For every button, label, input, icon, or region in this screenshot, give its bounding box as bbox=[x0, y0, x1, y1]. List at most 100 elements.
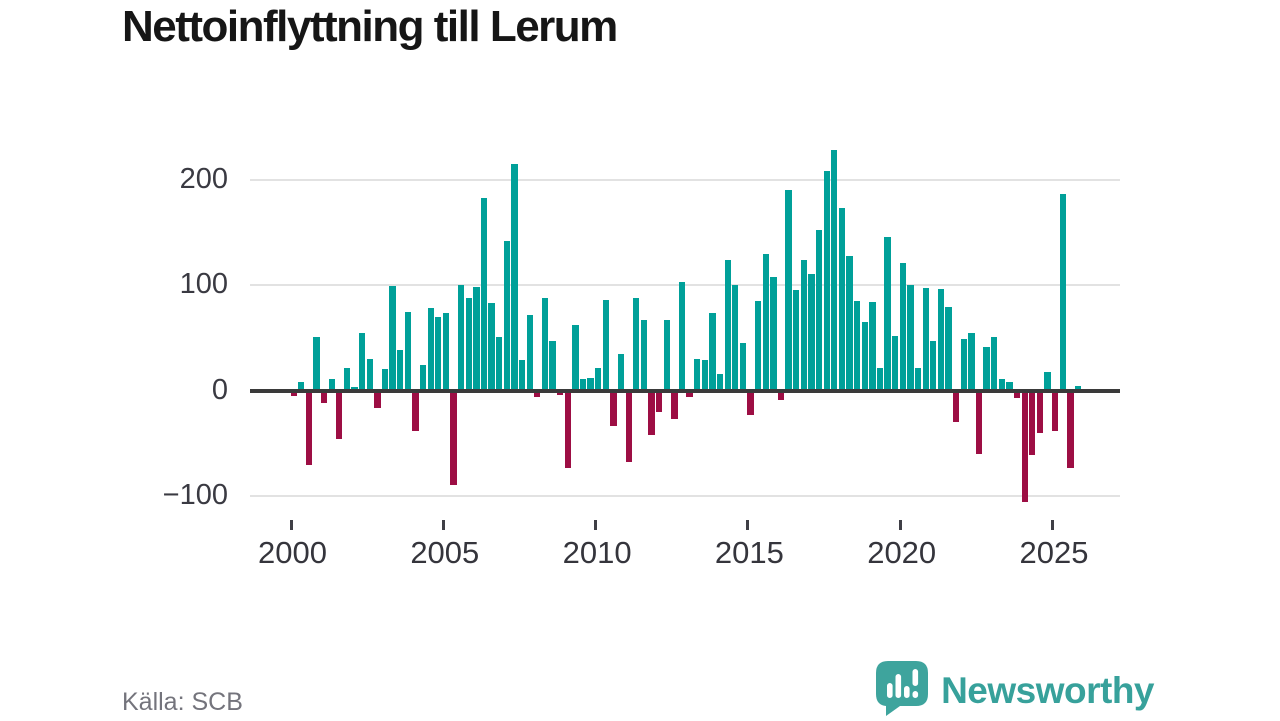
x-axis-label-2010: 2010 bbox=[562, 535, 632, 570]
bar-2000-Q1 bbox=[290, 390, 297, 396]
bar-2025-Q2 bbox=[1059, 193, 1066, 391]
bar-2023-Q4 bbox=[1013, 390, 1021, 398]
bar-2004-Q3 bbox=[427, 308, 434, 391]
gridline-200 bbox=[250, 178, 1120, 181]
bar-2006-Q3 bbox=[488, 303, 495, 391]
x-axis-label-2025: 2025 bbox=[1019, 535, 1089, 570]
x-axis-label-2015: 2015 bbox=[714, 535, 784, 570]
bar-2007-Q3 bbox=[518, 359, 526, 391]
bar-2001-Q4 bbox=[343, 368, 351, 391]
bar-2008-Q4 bbox=[557, 390, 564, 395]
bar-2010-Q2 bbox=[602, 299, 609, 391]
bar-2010-Q3 bbox=[610, 390, 617, 427]
bar-2012-Q1 bbox=[656, 390, 663, 412]
bar-2000-Q3 bbox=[305, 390, 313, 466]
bar-2002-Q4 bbox=[374, 390, 381, 409]
bar-2009-Q1 bbox=[564, 390, 571, 469]
bar-2019-Q3 bbox=[884, 236, 891, 391]
y-axis-label: −100 bbox=[162, 478, 228, 511]
x-axis-tick-2010 bbox=[594, 520, 598, 530]
source-note: Källa: SCB bbox=[122, 688, 243, 716]
bar-2007-Q4 bbox=[526, 314, 533, 391]
bar-2009-Q3 bbox=[579, 378, 587, 391]
bar-2022-Q1 bbox=[960, 338, 967, 391]
bar-2012-Q2 bbox=[663, 319, 670, 391]
bar-2010-Q1 bbox=[595, 368, 602, 391]
bar-2015-Q3 bbox=[762, 253, 769, 391]
bar-2022-Q2 bbox=[968, 332, 975, 391]
bar-2023-Q2 bbox=[998, 378, 1005, 391]
bar-2005-Q3 bbox=[458, 285, 465, 391]
bar-2007-Q2 bbox=[511, 164, 518, 391]
bar-2018-Q2 bbox=[846, 255, 853, 391]
bar-2013-Q1 bbox=[686, 390, 693, 397]
y-axis-label: 0 bbox=[211, 373, 228, 406]
bar-2024-Q1 bbox=[1021, 390, 1028, 503]
bar-2013-Q2 bbox=[694, 358, 701, 391]
bar-2021-Q3 bbox=[945, 307, 952, 391]
bar-2025-Q3 bbox=[1067, 390, 1074, 469]
bar-2003-Q2 bbox=[389, 286, 396, 391]
bar-2013-Q3 bbox=[701, 359, 708, 391]
x-axis-tick-2000 bbox=[289, 520, 293, 530]
bar-2003-Q3 bbox=[397, 350, 404, 391]
bar-chart-speech-bubble-icon bbox=[875, 660, 929, 721]
bar-2010-Q4 bbox=[617, 353, 625, 391]
bar-2021-Q4 bbox=[953, 390, 960, 423]
bar-2022-Q3 bbox=[975, 390, 983, 454]
newsworthy-logo: Newsworthy bbox=[875, 660, 1154, 721]
bar-2016-Q4 bbox=[800, 259, 807, 391]
bar-2021-Q2 bbox=[937, 289, 945, 391]
y-axis-label: 100 bbox=[179, 268, 228, 301]
bar-2012-Q3 bbox=[671, 390, 678, 419]
x-axis-label-2020: 2020 bbox=[867, 535, 937, 570]
x-axis-tick-2005 bbox=[441, 520, 445, 530]
x-axis-tick-2025 bbox=[1051, 520, 1054, 530]
bar-2011-Q4 bbox=[648, 390, 655, 435]
bar-2005-Q2 bbox=[450, 390, 457, 486]
newsworthy-wordmark: Newsworthy bbox=[941, 669, 1154, 711]
bar-2006-Q1 bbox=[473, 287, 480, 391]
bar-2011-Q1 bbox=[625, 390, 632, 463]
zero-axis-line bbox=[250, 388, 1120, 393]
bar-2001-Q1 bbox=[320, 390, 328, 404]
bar-2006-Q4 bbox=[496, 336, 503, 391]
bar-2002-Q3 bbox=[366, 358, 373, 391]
x-axis-tick-2015 bbox=[746, 520, 750, 530]
bar-2020-Q2 bbox=[907, 285, 914, 391]
bar-2019-Q1 bbox=[869, 302, 876, 391]
bar-2003-Q4 bbox=[404, 311, 412, 391]
bar-2015-Q2 bbox=[755, 300, 762, 391]
bar-2005-Q1 bbox=[442, 312, 450, 391]
bar-2004-Q4 bbox=[435, 316, 442, 391]
bar-2004-Q1 bbox=[412, 390, 419, 431]
chart-title: Nettoinflyttning till Lerum bbox=[122, 2, 618, 51]
bar-2012-Q4 bbox=[678, 282, 686, 391]
bar-2019-Q4 bbox=[892, 335, 899, 391]
bar-2018-Q3 bbox=[854, 300, 861, 391]
bar-2007-Q1 bbox=[503, 240, 511, 391]
x-axis-label-2000: 2000 bbox=[258, 535, 327, 570]
gridline--100 bbox=[250, 494, 1120, 497]
bar-2008-Q1 bbox=[534, 390, 541, 397]
bar-2011-Q3 bbox=[640, 319, 648, 391]
bar-2023-Q3 bbox=[1006, 382, 1013, 391]
x-axis-tick-2020 bbox=[898, 520, 902, 530]
bar-2018-Q1 bbox=[838, 208, 846, 391]
bar-2015-Q1 bbox=[747, 390, 754, 415]
bar-2019-Q2 bbox=[876, 368, 884, 391]
bar-2017-Q1 bbox=[808, 273, 815, 391]
bar-2014-Q4 bbox=[739, 343, 747, 391]
bar-2009-Q4 bbox=[587, 377, 594, 391]
bar-2016-Q2 bbox=[785, 190, 792, 391]
bar-2014-Q1 bbox=[716, 373, 724, 391]
bar-2005-Q4 bbox=[465, 297, 472, 391]
y-axis-label: 200 bbox=[179, 162, 228, 195]
bar-2022-Q4 bbox=[983, 347, 990, 391]
bar-2021-Q1 bbox=[930, 341, 937, 391]
bar-2001-Q3 bbox=[336, 390, 343, 439]
bar-2006-Q2 bbox=[480, 197, 488, 391]
bar-2024-Q3 bbox=[1036, 390, 1044, 433]
bar-2017-Q3 bbox=[823, 171, 830, 391]
